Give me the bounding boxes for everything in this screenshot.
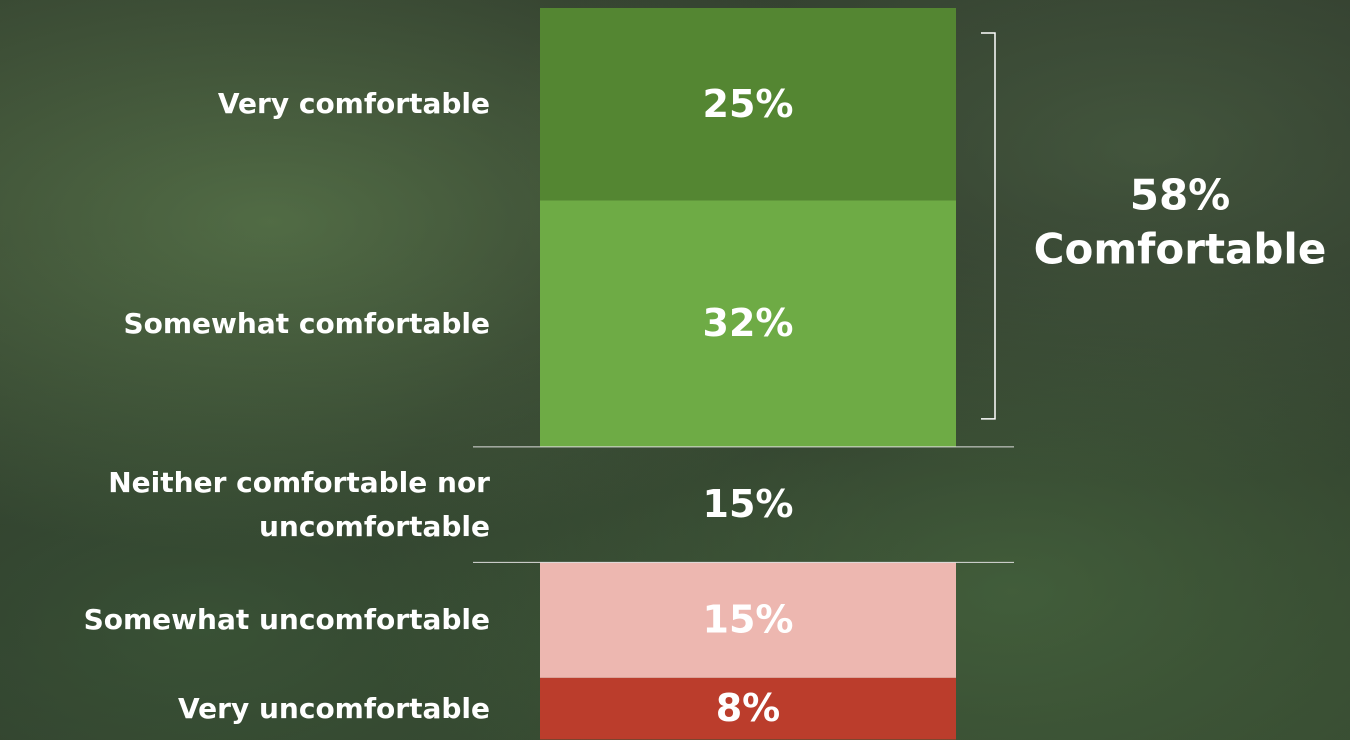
annotation-value: 58% bbox=[1130, 170, 1231, 219]
bracket bbox=[981, 33, 995, 419]
category-label: Very comfortable bbox=[20, 82, 490, 126]
value-label: 8% bbox=[716, 686, 781, 730]
value-label: 15% bbox=[703, 598, 794, 642]
category-label: Neither comfortable nor uncomfortable bbox=[20, 461, 490, 549]
value-label: 32% bbox=[703, 301, 794, 345]
category-label: Somewhat uncomfortable bbox=[20, 598, 490, 642]
slide: 25% 32% 15% 15% 8% 58% Comfortable Very comfor… bbox=[0, 0, 1350, 740]
value-label: 25% bbox=[703, 82, 794, 126]
category-label: Somewhat comfortable bbox=[20, 302, 490, 346]
annotation-text: Comfortable bbox=[1034, 224, 1327, 273]
value-label: 15% bbox=[703, 482, 794, 526]
category-label: Very uncomfortable bbox=[20, 687, 490, 731]
